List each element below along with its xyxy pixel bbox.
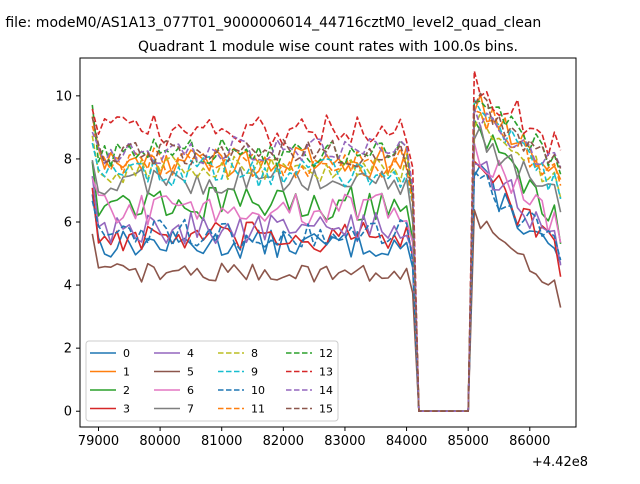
series-line-10	[91, 170, 562, 412]
legend-label-12: 12	[319, 347, 333, 360]
x-tick-label: 84000	[386, 434, 427, 449]
x-tick-label: 80000	[139, 434, 180, 449]
legend-label-10: 10	[251, 384, 265, 397]
series-line-6	[91, 142, 562, 412]
x-tick-label: 81000	[201, 434, 242, 449]
legend-label-13: 13	[319, 366, 333, 379]
legend-label-2: 2	[123, 384, 130, 397]
y-tick-label: 6	[64, 216, 72, 231]
legend-label-0: 0	[123, 347, 130, 360]
legend-label-9: 9	[251, 366, 258, 379]
y-axis: 0 2 4 6 8 10	[55, 89, 80, 420]
x-tick-label: 85000	[447, 434, 488, 449]
legend-label-6: 6	[187, 384, 194, 397]
series-line-11	[91, 107, 562, 412]
legend-label-14: 14	[319, 384, 333, 397]
series-line-7	[91, 125, 562, 412]
series-line-15	[91, 92, 562, 412]
x-tick-label: 83000	[324, 434, 365, 449]
legend-label-7: 7	[187, 403, 194, 416]
y-tick-label: 0	[64, 405, 72, 420]
series-line-9	[91, 98, 562, 412]
series-line-14	[91, 107, 562, 412]
plot-frame	[79, 57, 577, 428]
x-axis: 79000 80000 81000 82000 83000 84000 85000 86000	[78, 427, 550, 449]
y-tick-label: 4	[64, 279, 72, 294]
x-tick-label: 86000	[509, 434, 550, 449]
x-tick-label: 79000	[78, 434, 119, 449]
chart-supertitle: n file: modeM0/AS1A13_077T01_9000006014_…	[0, 15, 541, 31]
series-line-5	[91, 209, 562, 412]
legend-label-11: 11	[251, 403, 265, 416]
legend-label-5: 5	[187, 366, 194, 379]
legend-label-15: 15	[319, 403, 333, 416]
legend-label-1: 1	[123, 366, 130, 379]
legend-label-3: 3	[123, 403, 130, 416]
series-group	[91, 70, 562, 412]
chart-title: Quadrant 1 module wise count rates with …	[138, 39, 518, 55]
y-tick-label: 8	[64, 152, 72, 167]
y-tick-label: 2	[64, 342, 72, 357]
y-tick-label: 10	[55, 89, 72, 104]
legend-frame	[85, 340, 339, 422]
x-offset-label: +4.42e8	[532, 455, 588, 470]
x-tick-label: 82000	[263, 434, 304, 449]
series-line-4	[91, 160, 562, 412]
series-line-12	[91, 100, 562, 412]
legend-label-4: 4	[187, 347, 194, 360]
legend-label-8: 8	[251, 347, 258, 360]
